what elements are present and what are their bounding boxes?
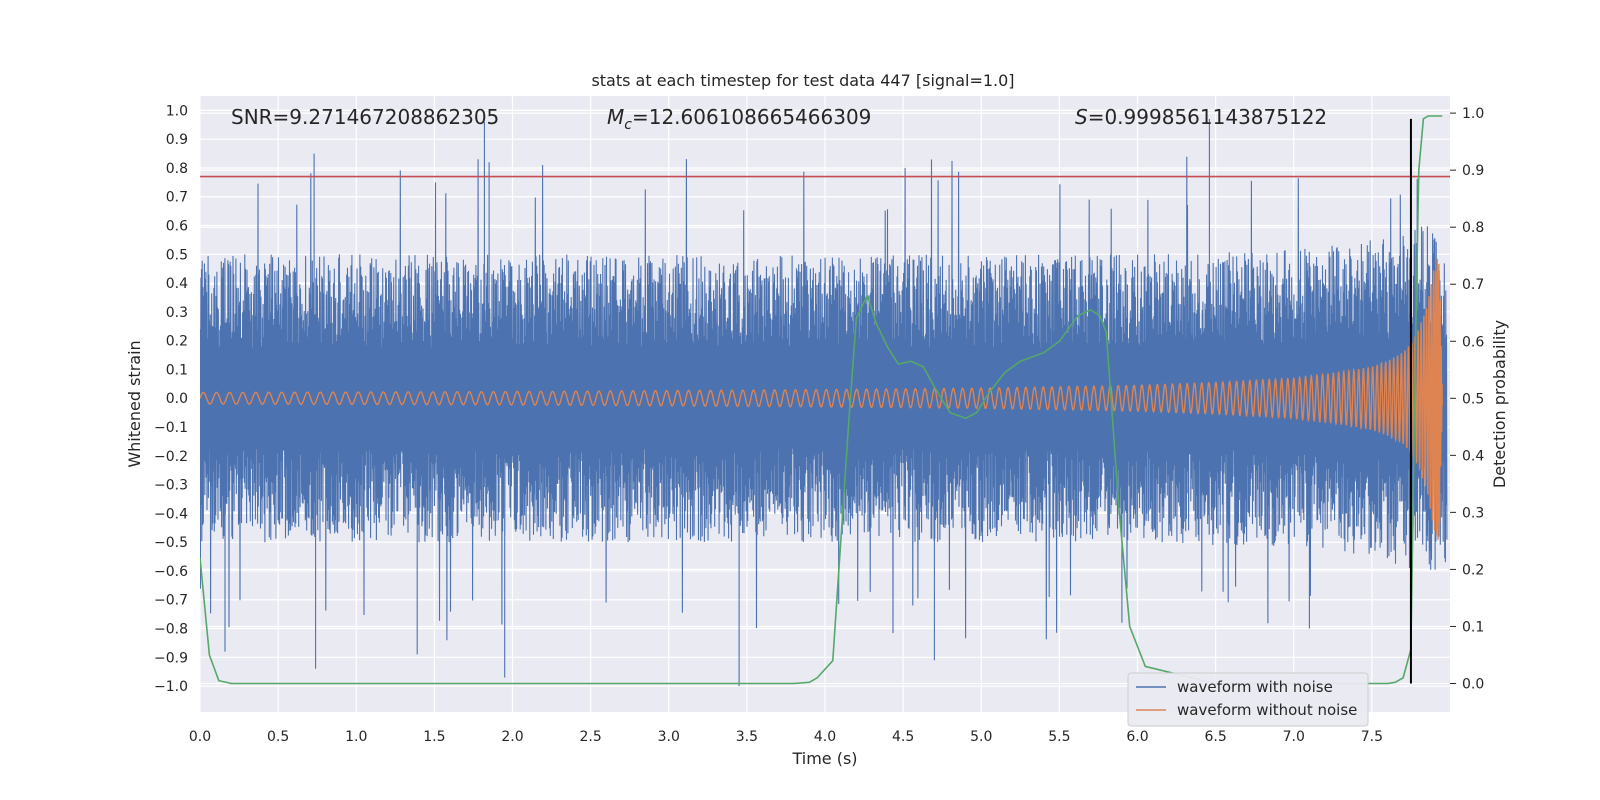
y-left-tick-label-0: 1.0 bbox=[166, 103, 188, 119]
s-annotation: S=0.9998561143875122 bbox=[1075, 105, 1327, 129]
x-axis-label: Time (s) bbox=[791, 749, 857, 768]
s-symbol: S bbox=[1075, 105, 1088, 129]
legend-label-without-noise: waveform without noise bbox=[1177, 701, 1357, 719]
y-left-tick-label-7: 0.3 bbox=[166, 305, 188, 321]
x-tick-label-4: 2.0 bbox=[501, 729, 523, 745]
y-right-tick-label-8: 0.2 bbox=[1462, 562, 1484, 578]
y-right-tick-label-3: 0.7 bbox=[1462, 277, 1484, 293]
x-axis-ticks: 0.0 0.5 1.0 1.5 2.0 2.5 3.0 3.5 4.0 4.5 5.0 5.5 6.0 6… bbox=[189, 729, 1383, 745]
x-tick-label-9: 4.5 bbox=[892, 729, 914, 745]
x-tick-label-11: 5.5 bbox=[1048, 729, 1070, 745]
y-left-tick-label-15: −0.5 bbox=[154, 535, 188, 551]
y-right-tick-label-10: 0.0 bbox=[1462, 676, 1484, 692]
x-tick-label-6: 3.0 bbox=[658, 729, 680, 745]
y-left-tick-label-13: −0.3 bbox=[154, 478, 188, 494]
y-left-tick-label-3: 0.7 bbox=[166, 190, 188, 206]
y-left-tick-label-6: 0.4 bbox=[166, 276, 188, 292]
chirp-mass-symbol: M bbox=[607, 105, 624, 129]
y-axis-left-ticks: 1.0 0.9 0.8 0.7 0.6 0.5 0.4 0.3 0.2 0.1 0.0 −0.1 −0.… bbox=[154, 103, 188, 695]
y-right-tick-label-9: 0.1 bbox=[1462, 619, 1484, 635]
x-tick-label-14: 7.0 bbox=[1283, 729, 1305, 745]
y-left-tick-label-5: 0.5 bbox=[166, 247, 188, 263]
y-left-tick-label-17: −0.7 bbox=[154, 593, 188, 609]
y-left-tick-label-10: 0.0 bbox=[166, 391, 188, 407]
x-tick-label-3: 1.5 bbox=[423, 729, 445, 745]
x-tick-label-5: 2.5 bbox=[579, 729, 601, 745]
x-tick-label-10: 5.0 bbox=[970, 729, 992, 745]
x-tick-label-0: 0.0 bbox=[189, 729, 211, 745]
x-tick-label-12: 6.0 bbox=[1126, 729, 1148, 745]
y-right-tick-label-6: 0.4 bbox=[1462, 448, 1484, 464]
y-left-tick-label-9: 0.1 bbox=[166, 362, 188, 378]
chirp-mass-subscript: c bbox=[624, 117, 632, 133]
y-left-tick-label-12: −0.2 bbox=[154, 449, 188, 465]
y-left-tick-label-20: −1.0 bbox=[154, 679, 188, 695]
y-right-tick-label-4: 0.6 bbox=[1462, 334, 1484, 350]
y-left-tick-label-8: 0.2 bbox=[166, 334, 188, 350]
x-tick-label-15: 7.5 bbox=[1361, 729, 1383, 745]
y-left-tick-label-2: 0.8 bbox=[166, 161, 188, 177]
y-left-tick-label-14: −0.4 bbox=[154, 506, 188, 522]
y-left-tick-label-1: 0.9 bbox=[166, 132, 188, 148]
chart-title: stats at each timestep for test data 447… bbox=[591, 71, 1014, 90]
y-left-tick-label-18: −0.8 bbox=[154, 622, 188, 638]
x-tick-label-1: 0.5 bbox=[267, 729, 289, 745]
legend-box bbox=[1127, 672, 1369, 727]
y-axis-left-label: Whitened strain bbox=[125, 340, 144, 467]
y-left-tick-label-19: −0.9 bbox=[154, 650, 188, 666]
legend-label-with-noise: waveform with noise bbox=[1177, 678, 1333, 696]
y-axis-right-ticks: 1.0 0.9 0.8 0.7 0.6 0.5 0.4 0.3 0.2 0.1 0.0 bbox=[1450, 106, 1484, 692]
y-left-tick-label-4: 0.6 bbox=[166, 219, 188, 235]
x-tick-label-8: 4.0 bbox=[814, 729, 836, 745]
y-left-tick-label-11: −0.1 bbox=[154, 420, 188, 436]
x-tick-label-2: 1.0 bbox=[345, 729, 367, 745]
y-right-tick-label-2: 0.8 bbox=[1462, 220, 1484, 236]
y-right-tick-label-5: 0.5 bbox=[1462, 391, 1484, 407]
y-right-tick-label-1: 0.9 bbox=[1462, 163, 1484, 179]
series-detection-probability bbox=[200, 115, 1443, 685]
y-left-tick-label-16: −0.6 bbox=[154, 564, 188, 580]
s-value: =0.9998561143875122 bbox=[1088, 105, 1327, 129]
series-waveform-without-noise bbox=[200, 258, 1443, 540]
x-tick-label-13: 6.5 bbox=[1204, 729, 1226, 745]
x-tick-label-7: 3.5 bbox=[736, 729, 758, 745]
chirp-mass-value: =12.606108665466309 bbox=[632, 105, 871, 129]
y-right-tick-label-7: 0.3 bbox=[1462, 505, 1484, 521]
y-right-tick-label-0: 1.0 bbox=[1462, 106, 1484, 122]
y-axis-right-label: Detection probability bbox=[1490, 320, 1509, 488]
snr-annotation: SNR=9.271467208862305 bbox=[231, 105, 499, 129]
legend: waveform with noise waveform without noi… bbox=[1127, 672, 1369, 727]
chirp-mass-annotation: Mc=12.606108665466309 bbox=[607, 105, 871, 133]
